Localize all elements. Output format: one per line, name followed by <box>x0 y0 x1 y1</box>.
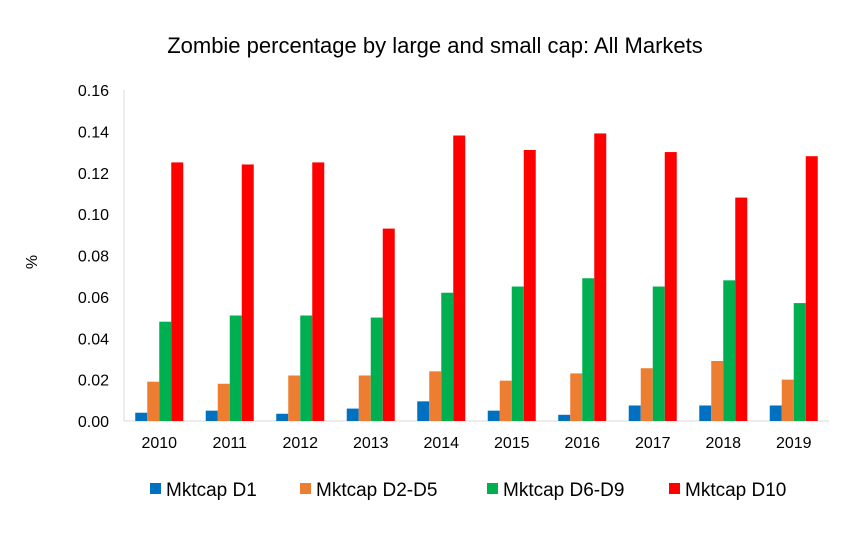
legend-swatch-mktcap-d10 <box>669 483 680 494</box>
bar-mktcap-d2-d5-2010 <box>147 381 160 421</box>
bar-mktcap-d10-2017 <box>664 152 677 421</box>
bar-mktcap-d1-2016 <box>558 414 571 421</box>
y-tick-labels: 0.00 0.02 0.04 0.06 0.08 0.10 0.12 0.14 0.16 <box>78 83 109 431</box>
y-tick-label: 0.14 <box>78 124 109 141</box>
bar-mktcap-d6-d9-2018 <box>723 280 736 421</box>
bar-mktcap-d1-2015 <box>487 410 500 421</box>
bar-mktcap-d1-2012 <box>276 413 289 421</box>
bar-mktcap-d10-2013 <box>382 228 395 421</box>
bar-mktcap-d2-d5-2015 <box>499 380 512 421</box>
bar-mktcap-d1-2018 <box>699 405 712 421</box>
bar-mktcap-d1-2013 <box>346 408 359 421</box>
x-tick-label: 2018 <box>705 435 741 452</box>
y-tick-label: 0.10 <box>78 207 109 224</box>
bar-mktcap-d10-2011 <box>241 164 254 421</box>
y-tick-label: 0.16 <box>78 83 109 100</box>
bar-mktcap-d1-2014 <box>417 401 430 421</box>
bar-mktcap-d6-d9-2014 <box>441 292 454 421</box>
bar-mktcap-d1-2010 <box>135 412 148 421</box>
bar-mktcap-d10-2012 <box>312 162 325 421</box>
bar-mktcap-d10-2016 <box>594 133 607 421</box>
bar-mktcap-d2-d5-2014 <box>429 371 442 421</box>
bar-mktcap-d2-d5-2011 <box>217 383 230 421</box>
x-tick-label: 2016 <box>564 435 600 452</box>
x-tick-label: 2011 <box>213 435 248 452</box>
x-tick-label: 2012 <box>282 435 318 452</box>
legend-label-mktcap-d10: Mktcap D10 <box>685 480 786 501</box>
bar-mktcap-d2-d5-2012 <box>288 375 301 421</box>
bar-mktcap-d10-2019 <box>805 156 818 421</box>
bar-mktcap-d1-2011 <box>205 410 218 421</box>
bar-mktcap-d10-2014 <box>453 135 466 421</box>
bar-mktcap-d10-2018 <box>735 197 748 421</box>
x-tick-label: 2019 <box>776 435 812 452</box>
bar-mktcap-d2-d5-2019 <box>781 379 794 421</box>
x-tick-label: 2015 <box>494 435 530 452</box>
bar-mktcap-d10-2015 <box>523 149 536 421</box>
y-tick-label: 0.08 <box>78 249 109 266</box>
bar-mktcap-d6-d9-2013 <box>370 317 383 421</box>
bar-mktcap-d6-d9-2015 <box>511 286 524 421</box>
bar-mktcap-d2-d5-2013 <box>358 375 371 421</box>
chart-title: Zombie percentage by large and small cap… <box>167 33 703 58</box>
bar-mktcap-d6-d9-2016 <box>582 278 595 421</box>
bar-mktcap-d6-d9-2010 <box>159 321 172 421</box>
bar-mktcap-d2-d5-2017 <box>640 368 653 421</box>
x-tick-labels: 2010 2011 2012 2013 2014 2015 2016 2017 2018 2019 <box>141 435 811 452</box>
bar-mktcap-d6-d9-2019 <box>793 303 806 421</box>
x-tick-label: 2014 <box>423 435 459 452</box>
bar-mktcap-d2-d5-2018 <box>711 361 724 421</box>
y-tick-label: 0.02 <box>78 373 109 390</box>
bar-mktcap-d6-d9-2012 <box>300 315 313 421</box>
legend-label-mktcap-d6-d9: Mktcap D6-D9 <box>503 480 624 501</box>
bar-mktcap-d1-2019 <box>769 405 782 421</box>
legend-label-mktcap-d2-d5: Mktcap D2-D5 <box>316 480 437 501</box>
bar-mktcap-d10-2010 <box>171 162 184 421</box>
bar-mktcap-d2-d5-2016 <box>570 373 583 421</box>
y-tick-label: 0.00 <box>78 414 109 431</box>
bar-mktcap-d1-2017 <box>628 405 641 421</box>
x-tick-label: 2013 <box>353 435 389 452</box>
bar-mktcap-d6-d9-2017 <box>652 286 665 421</box>
legend-swatch-mktcap-d2-d5 <box>300 483 311 494</box>
legend-swatch-mktcap-d6-d9 <box>487 483 498 494</box>
y-tick-label: 0.12 <box>78 166 109 183</box>
y-axis-label: % <box>24 255 41 269</box>
bar-mktcap-d6-d9-2011 <box>229 315 242 421</box>
bar-series-group <box>135 133 818 421</box>
y-tick-label: 0.04 <box>78 331 109 348</box>
y-tick-label: 0.06 <box>78 290 109 307</box>
legend-swatch-mktcap-d1 <box>150 483 161 494</box>
x-tick-label: 2010 <box>141 435 177 452</box>
x-tick-label: 2017 <box>635 435 671 452</box>
legend-label-mktcap-d1: Mktcap D1 <box>166 480 257 501</box>
legend: Mktcap D1 Mktcap D2-D5 Mktcap D6-D9 Mktcap … <box>150 480 786 501</box>
